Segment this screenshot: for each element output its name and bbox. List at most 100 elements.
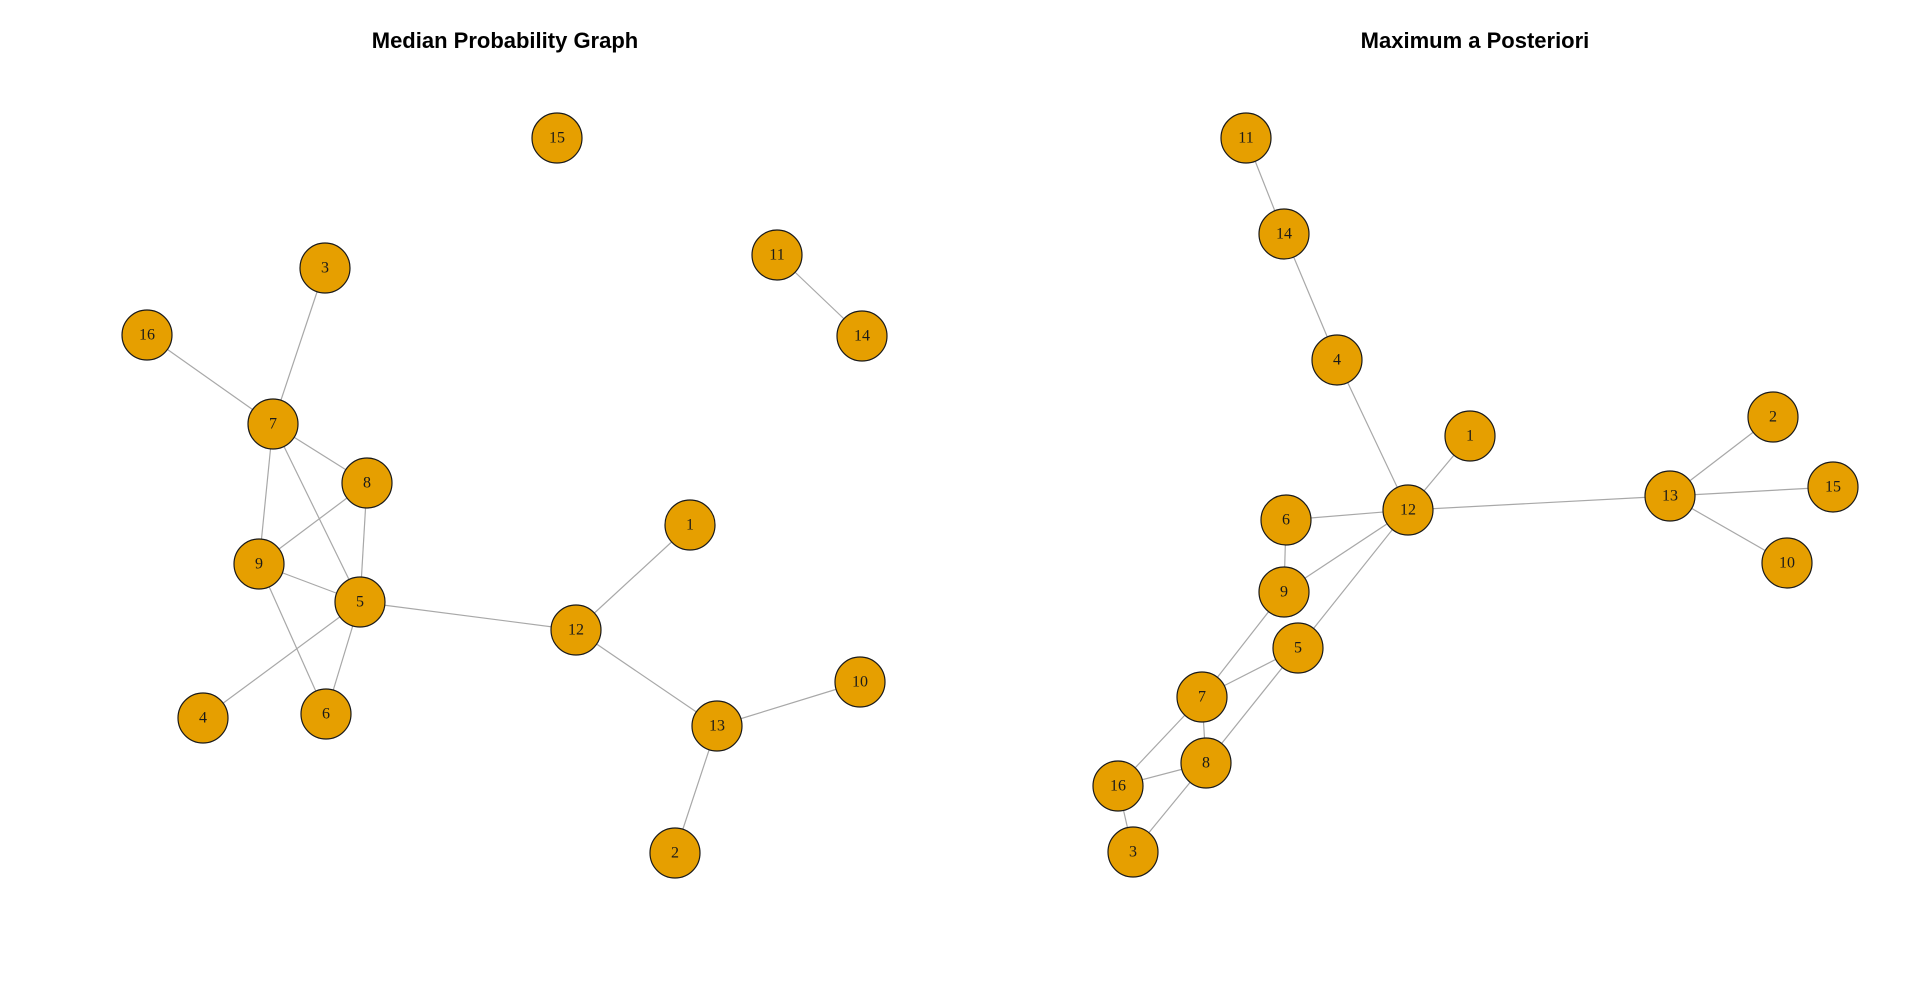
edge-5-12: [359, 601, 577, 631]
node-circle: [300, 688, 352, 740]
node-13: 13: [691, 700, 743, 752]
edge-7-5: [272, 423, 361, 603]
node-1: 1: [664, 499, 716, 551]
node-12: 12: [1382, 484, 1434, 536]
edge-4-12: [1336, 359, 1409, 511]
node-11: 11: [751, 229, 803, 281]
node-10: 10: [1761, 537, 1813, 589]
node-circle: [550, 604, 602, 656]
node-label: 2: [1769, 409, 1777, 426]
node-label: 1: [686, 517, 694, 534]
node-label: 15: [1825, 479, 1841, 496]
node-14: 14: [1258, 208, 1310, 260]
edge-3-7: [272, 267, 326, 425]
node-circle: [1092, 760, 1144, 812]
node-circle: [1260, 494, 1312, 546]
node-label: 12: [1400, 502, 1416, 519]
node-circle: [691, 700, 743, 752]
node-circle: [834, 656, 886, 708]
node-4: 4: [1311, 334, 1363, 386]
node-4: 4: [177, 692, 229, 744]
node-circle: [751, 229, 803, 281]
node-15: 15: [531, 112, 583, 164]
node-3: 3: [1107, 826, 1159, 878]
node-8: 8: [341, 457, 393, 509]
node-5: 5: [1272, 622, 1324, 674]
node-16: 16: [1092, 760, 1144, 812]
node-6: 6: [300, 688, 352, 740]
edge-12-5: [1297, 509, 1409, 649]
node-3: 3: [299, 242, 351, 294]
node-label: 8: [363, 475, 371, 492]
node-circle: [664, 499, 716, 551]
node-circle: [1258, 566, 1310, 618]
node-circle: [1807, 461, 1859, 513]
node-circle: [334, 576, 386, 628]
node-9: 9: [233, 538, 285, 590]
node-circle: [1644, 470, 1696, 522]
node-label: 11: [769, 247, 784, 264]
node-circle: [1382, 484, 1434, 536]
node-circle: [1444, 410, 1496, 462]
node-label: 16: [1110, 778, 1126, 795]
edge-12-1: [575, 524, 691, 631]
node-label: 13: [1662, 488, 1678, 505]
node-16: 16: [121, 309, 173, 361]
node-circle: [233, 538, 285, 590]
panel-title-maximum-a-posteriori: Maximum a Posteriori: [1361, 28, 1590, 53]
node-label: 10: [1779, 555, 1795, 572]
node-label: 3: [1129, 844, 1137, 861]
node-circle: [1311, 334, 1363, 386]
node-circle: [1220, 112, 1272, 164]
edge-12-13: [575, 629, 718, 727]
edge-12-13: [1407, 495, 1671, 511]
node-circle: [1272, 622, 1324, 674]
edges-group: [1117, 137, 1834, 853]
node-2: 2: [1747, 391, 1799, 443]
node-14: 14: [836, 310, 888, 362]
node-9: 9: [1258, 566, 1310, 618]
node-15: 15: [1807, 461, 1859, 513]
node-label: 9: [1280, 584, 1288, 601]
node-7: 7: [1176, 671, 1228, 723]
node-label: 10: [852, 674, 868, 691]
node-circle: [1180, 737, 1232, 789]
node-label: 8: [1202, 755, 1210, 772]
node-circle: [1258, 208, 1310, 260]
node-circle: [836, 310, 888, 362]
node-circle: [341, 457, 393, 509]
edge-9-6: [258, 563, 327, 715]
node-label: 3: [321, 260, 329, 277]
node-label: 7: [269, 416, 277, 433]
edge-13-15: [1669, 486, 1834, 497]
node-label: 13: [709, 718, 725, 735]
node-circle: [247, 398, 299, 450]
node-6: 6: [1260, 494, 1312, 546]
node-label: 11: [1238, 130, 1253, 147]
node-7: 7: [247, 398, 299, 450]
node-13: 13: [1644, 470, 1696, 522]
node-circle: [1761, 537, 1813, 589]
node-label: 9: [255, 556, 263, 573]
panel-title-median-probability-graph: Median Probability Graph: [372, 28, 638, 53]
node-label: 2: [671, 845, 679, 862]
node-label: 14: [854, 328, 870, 345]
node-12: 12: [550, 604, 602, 656]
node-circle: [299, 242, 351, 294]
node-label: 5: [1294, 640, 1302, 657]
node-label: 16: [139, 327, 155, 344]
node-1: 1: [1444, 410, 1496, 462]
node-label: 14: [1276, 226, 1292, 243]
node-label: 5: [356, 594, 364, 611]
median-probability-graph-panel: Median Probability Graph 123456789101112…: [121, 28, 888, 879]
node-label: 7: [1198, 689, 1206, 706]
maximum-a-posteriori-panel: Maximum a Posteriori 1234567891011121314…: [1092, 28, 1859, 878]
node-circle: [1176, 671, 1228, 723]
node-2: 2: [649, 827, 701, 879]
node-circle: [1107, 826, 1159, 878]
node-label: 4: [199, 710, 207, 727]
node-5: 5: [334, 576, 386, 628]
